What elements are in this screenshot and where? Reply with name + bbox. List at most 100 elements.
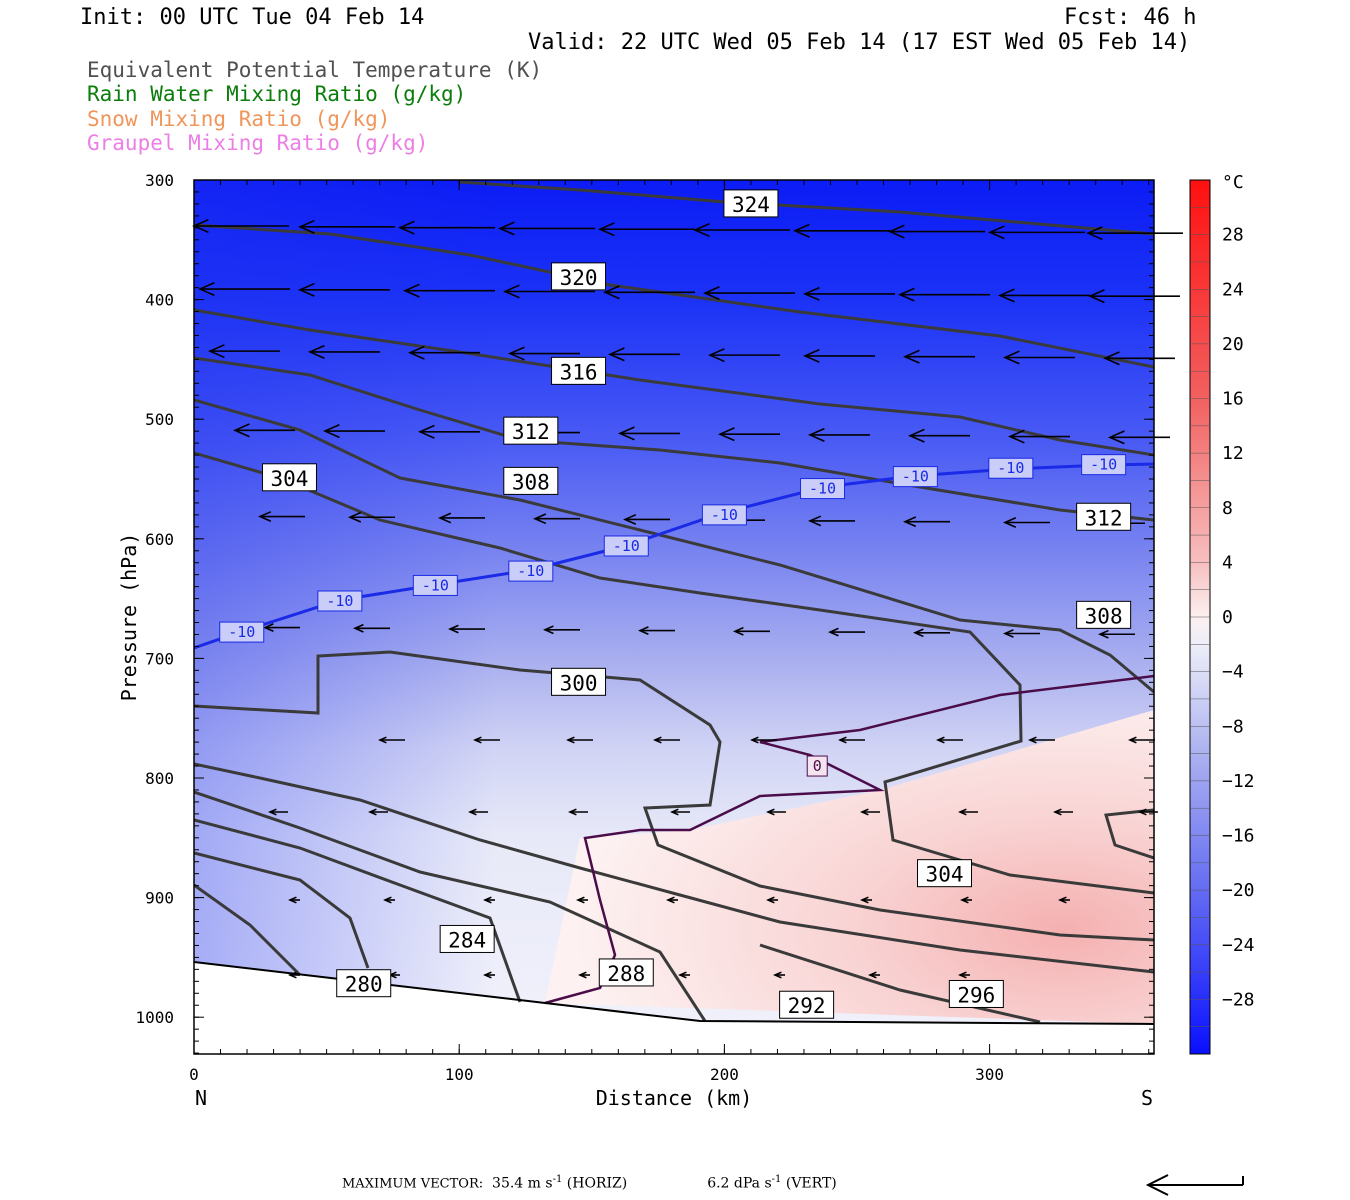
y-axis-title: Pressure (hPa) [117, 533, 141, 702]
wind-vector [298, 282, 390, 297]
wind-vector [766, 896, 778, 904]
wind-vector [678, 971, 690, 979]
colorbar-units: °C [1222, 172, 1244, 193]
theta-e-label: 320 [551, 262, 607, 291]
isotherm-label-box [1081, 454, 1127, 476]
wind-vector [348, 511, 395, 523]
wind-vector [608, 347, 680, 362]
isotherm-label-box [892, 466, 938, 488]
colorbar-tick-label: 28 [1222, 225, 1244, 246]
valid-time-label: Valid: 22 UTC Wed 05 Feb 14 (17 EST Wed … [528, 30, 1191, 55]
wind-vectors [192, 218, 1183, 979]
isotherm-label: -10 [701, 504, 747, 526]
colorbar-tick-label: −8 [1222, 716, 1244, 737]
isotherm-label-box [603, 535, 649, 557]
wind-vector [378, 736, 405, 744]
wind-vector [936, 736, 963, 744]
isotherm-label-box [317, 590, 363, 612]
x-axis-title: Distance (km) [596, 1086, 753, 1110]
wind-vector [578, 971, 590, 979]
isotherm-label: -10 [892, 466, 938, 488]
isotherm-label-text: -10 [517, 562, 544, 580]
x-tick-label: 0 [189, 1065, 199, 1084]
wind-vector [750, 736, 777, 744]
colorbar-tick-label: −28 [1222, 989, 1255, 1010]
wind-vector [693, 222, 790, 238]
wind-vector [1086, 226, 1183, 241]
isotherm-label-text: -10 [809, 480, 836, 498]
theta-e-label: 280 [336, 969, 392, 998]
wind-vector [403, 283, 495, 298]
theta-e-label-text: 304 [271, 467, 309, 491]
theta-e-label-text: 312 [1085, 506, 1123, 530]
wind-vector [233, 423, 295, 438]
theta-e-320-contour [194, 223, 1154, 369]
isotherm-label-text: -10 [613, 537, 640, 555]
horiz-exponent: -1 [552, 1174, 563, 1185]
theta-e-label-box [551, 262, 607, 291]
wind-vector [258, 511, 305, 522]
horiz-vector-units: (HORIZ) [566, 1175, 628, 1192]
max-vector-footer: MAXIMUM VECTOR: 35.4 m s-1 (HORIZ) 6.2 dP… [342, 1174, 837, 1192]
theta-e-label-text: 284 [448, 928, 486, 952]
wind-vector [1003, 629, 1040, 638]
wind-vector [508, 346, 580, 361]
theta-e-label-text: 316 [560, 360, 598, 384]
y-tick-label: 400 [145, 291, 174, 310]
isotherm-label-text: -10 [711, 506, 738, 524]
wind-vector [498, 221, 595, 236]
theta-e-label-box [1076, 600, 1132, 629]
south-label: S [1141, 1086, 1153, 1110]
wind-vector [298, 219, 395, 234]
colorbar-tick-label: 4 [1222, 552, 1233, 573]
theta-e-label-text: 320 [560, 266, 598, 290]
theta-e-label-text: 288 [607, 962, 645, 986]
isotherm-label: -10 [219, 621, 265, 643]
isotherm-label: 0 [806, 755, 828, 777]
theta-e-label: 296 [948, 979, 1004, 1008]
theta-e-label: 312 [503, 416, 559, 445]
isotherm-label-text: -10 [228, 623, 255, 641]
y-tick-label: 300 [145, 171, 174, 190]
theta-e-label: 308 [503, 466, 559, 495]
theta-e-label: 292 [779, 990, 835, 1019]
init-time-label: Init: 00 UTC Tue 04 Feb 14 [80, 5, 425, 30]
wind-vector [473, 736, 500, 744]
theta-e-cold-pocket-contour [1104, 808, 1154, 860]
theta-e-288-contour [194, 818, 522, 1003]
theta-e-label-box [723, 189, 779, 218]
y-tick-label: 800 [145, 769, 174, 788]
wind-vector [808, 427, 870, 442]
north-label: N [195, 1086, 207, 1110]
theta-e-300-contour [194, 650, 1154, 942]
wind-vector [1003, 517, 1050, 528]
isotherm-zero [544, 674, 1154, 1005]
y-tick-label: 700 [145, 649, 174, 668]
isotherm-label: -10 [800, 478, 846, 500]
isotherm-label-box [806, 755, 828, 777]
theta-e-label: 312 [1076, 502, 1132, 531]
colorbar-tick-label: 20 [1222, 334, 1244, 355]
isotherm-label-box [800, 478, 846, 500]
wind-vector [766, 808, 786, 816]
wind-vector [483, 896, 495, 904]
theta-e-label-text: 296 [957, 983, 995, 1007]
theta-e-label-text: 304 [926, 863, 964, 887]
y-tick-label: 600 [145, 530, 174, 549]
theta-e-label-box [551, 356, 607, 385]
colorbar-tick-label: −16 [1222, 826, 1255, 847]
theta-e-label: 288 [598, 958, 654, 987]
wind-vector [533, 513, 580, 525]
wind-vector [828, 627, 865, 637]
theta-e-labels: 324 320 316 312 308 304 312 308 300 304 284 288 280 2… [261, 189, 1132, 1019]
legend-theta-e: Equivalent Potential Temperature (K) [87, 58, 543, 82]
wind-vector [860, 896, 872, 904]
wind-vector [566, 736, 593, 744]
isotherm-label: -10 [412, 574, 458, 596]
wind-vector [323, 424, 385, 439]
theta-e-label: 304 [917, 859, 973, 888]
theta-e-label-box [779, 990, 835, 1019]
theta-e-280-contour [194, 883, 302, 977]
wind-vector [773, 971, 785, 979]
